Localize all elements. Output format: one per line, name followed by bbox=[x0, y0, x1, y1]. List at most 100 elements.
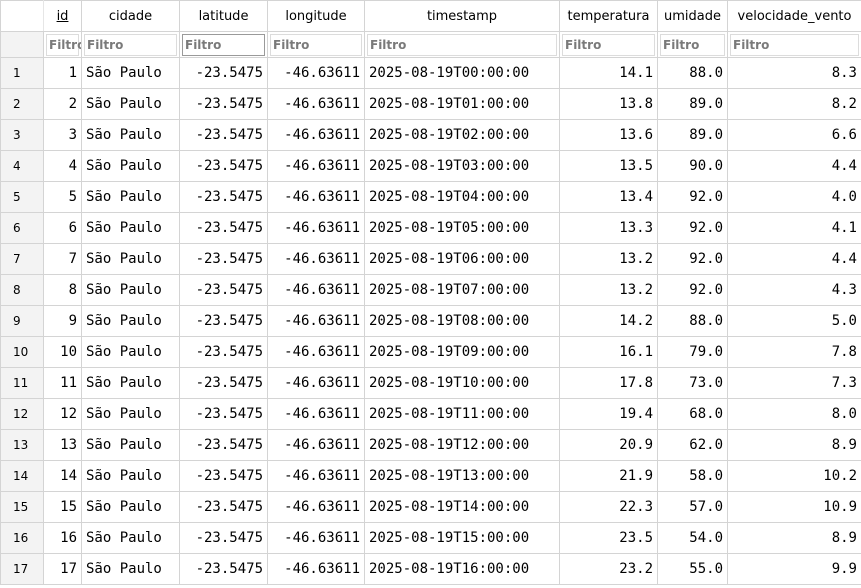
cell-id[interactable]: 9 bbox=[43, 305, 82, 337]
cell-umidade[interactable]: 57.0 bbox=[657, 491, 728, 523]
cell-longitude[interactable]: -46.63611 bbox=[267, 429, 365, 461]
cell-timestamp[interactable]: 2025-08-19T09:00:00 bbox=[364, 336, 560, 368]
cell-temperatura[interactable]: 16.1 bbox=[559, 336, 658, 368]
cell-longitude[interactable]: -46.63611 bbox=[267, 243, 365, 275]
cell-cidade[interactable]: São Paulo bbox=[81, 181, 180, 213]
cell-timestamp[interactable]: 2025-08-19T05:00:00 bbox=[364, 212, 560, 244]
row-number[interactable]: 17 bbox=[0, 553, 44, 585]
cell-latitude[interactable]: -23.5475 bbox=[179, 150, 268, 182]
cell-latitude[interactable]: -23.5475 bbox=[179, 305, 268, 337]
cell-timestamp[interactable]: 2025-08-19T07:00:00 bbox=[364, 274, 560, 306]
cell-id[interactable]: 16 bbox=[43, 522, 82, 554]
cell-longitude[interactable]: -46.63611 bbox=[267, 336, 365, 368]
cell-latitude[interactable]: -23.5475 bbox=[179, 398, 268, 430]
cell-cidade[interactable]: São Paulo bbox=[81, 212, 180, 244]
row-number[interactable]: 4 bbox=[0, 150, 44, 182]
table-row[interactable]: 8 8 São Paulo -23.5475 -46.63611 2025-08-19T0… bbox=[0, 274, 861, 306]
cell-id[interactable]: 2 bbox=[43, 88, 82, 120]
cell-cidade[interactable]: São Paulo bbox=[81, 243, 180, 275]
cell-velocidade-vento[interactable]: 7.3 bbox=[727, 367, 861, 399]
cell-latitude[interactable]: -23.5475 bbox=[179, 119, 268, 151]
cell-umidade[interactable]: 92.0 bbox=[657, 181, 728, 213]
cell-umidade[interactable]: 92.0 bbox=[657, 212, 728, 244]
cell-id[interactable]: 17 bbox=[43, 553, 82, 585]
filter-input-temperatura[interactable]: Filtro bbox=[562, 33, 655, 56]
cell-longitude[interactable]: -46.63611 bbox=[267, 212, 365, 244]
cell-velocidade-vento[interactable]: 4.1 bbox=[727, 212, 861, 244]
row-number[interactable]: 7 bbox=[0, 243, 44, 275]
cell-latitude[interactable]: -23.5475 bbox=[179, 336, 268, 368]
cell-umidade[interactable]: 58.0 bbox=[657, 460, 728, 492]
cell-velocidade-vento[interactable]: 10.2 bbox=[727, 460, 861, 492]
cell-id[interactable]: 14 bbox=[43, 460, 82, 492]
cell-cidade[interactable]: São Paulo bbox=[81, 522, 180, 554]
cell-velocidade-vento[interactable]: 5.0 bbox=[727, 305, 861, 337]
row-number[interactable]: 16 bbox=[0, 522, 44, 554]
cell-umidade[interactable]: 88.0 bbox=[657, 57, 728, 89]
cell-timestamp[interactable]: 2025-08-19T01:00:00 bbox=[364, 88, 560, 120]
row-number[interactable]: 1 bbox=[0, 57, 44, 89]
cell-temperatura[interactable]: 19.4 bbox=[559, 398, 658, 430]
column-header-velocidade-vento[interactable]: velocidade_vento bbox=[727, 0, 861, 32]
row-number[interactable]: 13 bbox=[0, 429, 44, 461]
cell-cidade[interactable]: São Paulo bbox=[81, 336, 180, 368]
cell-temperatura[interactable]: 23.2 bbox=[559, 553, 658, 585]
row-number[interactable]: 12 bbox=[0, 398, 44, 430]
cell-timestamp[interactable]: 2025-08-19T04:00:00 bbox=[364, 181, 560, 213]
row-number[interactable]: 10 bbox=[0, 336, 44, 368]
cell-umidade[interactable]: 73.0 bbox=[657, 367, 728, 399]
column-header-cidade[interactable]: cidade bbox=[81, 0, 180, 32]
table-row[interactable]: 10 10 São Paulo -23.5475 -46.63611 2025-08-19… bbox=[0, 336, 861, 368]
cell-cidade[interactable]: São Paulo bbox=[81, 398, 180, 430]
cell-timestamp[interactable]: 2025-08-19T10:00:00 bbox=[364, 367, 560, 399]
cell-umidade[interactable]: 55.0 bbox=[657, 553, 728, 585]
cell-timestamp[interactable]: 2025-08-19T08:00:00 bbox=[364, 305, 560, 337]
column-header-latitude[interactable]: latitude bbox=[179, 0, 268, 32]
cell-latitude[interactable]: -23.5475 bbox=[179, 274, 268, 306]
cell-velocidade-vento[interactable]: 8.2 bbox=[727, 88, 861, 120]
cell-umidade[interactable]: 79.0 bbox=[657, 336, 728, 368]
cell-cidade[interactable]: São Paulo bbox=[81, 460, 180, 492]
cell-velocidade-vento[interactable]: 4.4 bbox=[727, 243, 861, 275]
cell-temperatura[interactable]: 13.4 bbox=[559, 181, 658, 213]
cell-cidade[interactable]: São Paulo bbox=[81, 429, 180, 461]
cell-timestamp[interactable]: 2025-08-19T02:00:00 bbox=[364, 119, 560, 151]
cell-umidade[interactable]: 89.0 bbox=[657, 88, 728, 120]
cell-longitude[interactable]: -46.63611 bbox=[267, 398, 365, 430]
cell-cidade[interactable]: São Paulo bbox=[81, 88, 180, 120]
cell-cidade[interactable]: São Paulo bbox=[81, 119, 180, 151]
cell-latitude[interactable]: -23.5475 bbox=[179, 57, 268, 89]
cell-velocidade-vento[interactable]: 4.3 bbox=[727, 274, 861, 306]
cell-velocidade-vento[interactable]: 6.6 bbox=[727, 119, 861, 151]
cell-cidade[interactable]: São Paulo bbox=[81, 274, 180, 306]
cell-cidade[interactable]: São Paulo bbox=[81, 491, 180, 523]
cell-timestamp[interactable]: 2025-08-19T12:00:00 bbox=[364, 429, 560, 461]
filter-input-latitude[interactable]: Filtro bbox=[182, 33, 265, 56]
row-number[interactable]: 2 bbox=[0, 88, 44, 120]
column-header-timestamp[interactable]: timestamp bbox=[364, 0, 560, 32]
cell-temperatura[interactable]: 13.2 bbox=[559, 243, 658, 275]
cell-velocidade-vento[interactable]: 9.9 bbox=[727, 553, 861, 585]
cell-longitude[interactable]: -46.63611 bbox=[267, 88, 365, 120]
filter-input-cidade[interactable]: Filtro bbox=[84, 33, 177, 56]
cell-umidade[interactable]: 88.0 bbox=[657, 305, 728, 337]
cell-longitude[interactable]: -46.63611 bbox=[267, 274, 365, 306]
cell-latitude[interactable]: -23.5475 bbox=[179, 88, 268, 120]
cell-id[interactable]: 15 bbox=[43, 491, 82, 523]
filter-input-umidade[interactable]: Filtro bbox=[660, 33, 725, 56]
cell-longitude[interactable]: -46.63611 bbox=[267, 491, 365, 523]
table-row[interactable]: 7 7 São Paulo -23.5475 -46.63611 2025-08-19T0… bbox=[0, 243, 861, 275]
row-number[interactable]: 11 bbox=[0, 367, 44, 399]
cell-temperatura[interactable]: 13.6 bbox=[559, 119, 658, 151]
cell-longitude[interactable]: -46.63611 bbox=[267, 150, 365, 182]
table-row[interactable]: 16 16 São Paulo -23.5475 -46.63611 2025-08-19… bbox=[0, 522, 861, 554]
cell-temperatura[interactable]: 13.8 bbox=[559, 88, 658, 120]
cell-longitude[interactable]: -46.63611 bbox=[267, 522, 365, 554]
cell-id[interactable]: 8 bbox=[43, 274, 82, 306]
row-number[interactable]: 9 bbox=[0, 305, 44, 337]
cell-longitude[interactable]: -46.63611 bbox=[267, 305, 365, 337]
cell-longitude[interactable]: -46.63611 bbox=[267, 553, 365, 585]
filter-input-longitude[interactable]: Filtro bbox=[270, 33, 362, 56]
cell-velocidade-vento[interactable]: 4.4 bbox=[727, 150, 861, 182]
table-row[interactable]: 14 14 São Paulo -23.5475 -46.63611 2025-08-19… bbox=[0, 460, 861, 492]
